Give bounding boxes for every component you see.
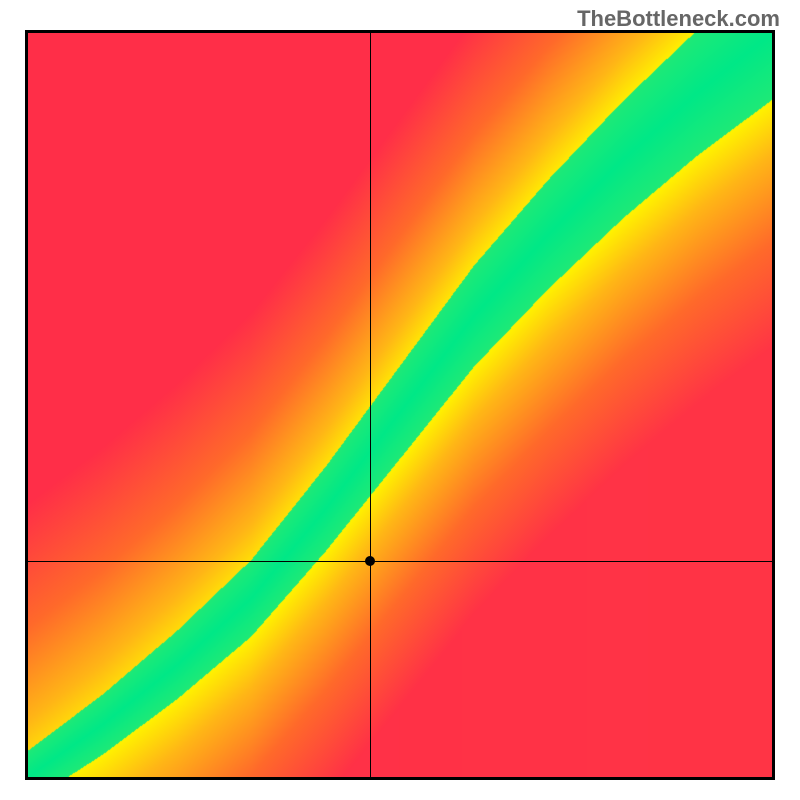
- crosshair-vertical: [370, 33, 371, 777]
- crosshair-marker: [365, 556, 375, 566]
- watermark-text: TheBottleneck.com: [577, 6, 780, 32]
- heatmap-canvas: [28, 33, 772, 777]
- heatmap-plot: [25, 30, 775, 780]
- chart-container: TheBottleneck.com: [0, 0, 800, 800]
- crosshair-horizontal: [28, 561, 772, 562]
